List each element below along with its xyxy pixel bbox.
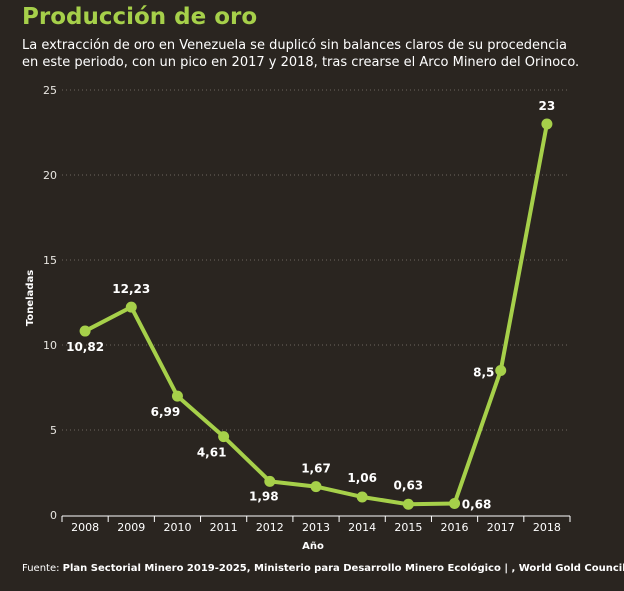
data-point [356,491,368,503]
x-axis-title: Año [302,541,324,552]
data-point [171,390,183,402]
data-point [449,497,461,509]
x-tick-label: 2012 [256,521,284,534]
data-label: 8,5 [473,366,494,380]
data-point [402,498,414,510]
y-tick-label: 20 [43,169,57,182]
data-point [541,118,553,130]
x-tick-label: 2010 [163,521,191,534]
x-tick-label: 2011 [210,521,238,534]
data-label: 10,82 [66,340,104,354]
data-label: 1,98 [249,489,279,503]
y-tick-label: 5 [50,424,57,437]
series-line [83,122,549,507]
data-label: 12,23 [112,282,150,296]
y-tick-label: 10 [43,339,57,352]
y-axis-title: Toneladas [25,270,36,326]
x-tick-label: 2016 [441,521,469,534]
data-label: 23 [539,99,556,113]
source-text: Plan Sectorial Minero 2019-2025, Ministe… [62,563,624,574]
data-point [495,365,507,376]
data-label: 1,67 [301,462,331,476]
chart-subtitle: La extracción de oro en Venezuela se dup… [22,37,612,71]
y-tick-label: 0 [50,509,57,522]
data-point [310,481,322,493]
data-point [264,475,276,487]
x-tick-label: 2013 [302,521,330,534]
source-note: Fuente: Plan Sectorial Minero 2019-2025,… [22,563,624,574]
chart-title: Producción de oro [22,4,258,30]
x-tick-label: 2008 [71,521,99,534]
data-label: 4,61 [197,446,227,460]
subtitle-line-1: La extracción de oro en Venezuela se dup… [22,38,567,53]
data-label: 0,68 [462,497,492,511]
source-label: Fuente: [22,563,60,574]
data-point [218,431,230,443]
subtitle-line-2: en este periodo, con un pico en 2017 y 2… [22,55,580,70]
x-tick-label: 2018 [533,521,561,534]
data-point [125,301,137,313]
x-tick-label: 2015 [394,521,422,534]
data-label: 1,06 [347,471,377,485]
data-point [79,325,91,337]
y-tick-label: 15 [43,254,57,267]
x-tick-label: 2014 [348,521,376,534]
data-label: 6,99 [151,405,181,419]
x-tick-label: 2017 [487,521,515,534]
data-label: 0,63 [394,478,424,492]
y-tick-label: 25 [43,84,57,97]
x-tick-label: 2009 [117,521,145,534]
